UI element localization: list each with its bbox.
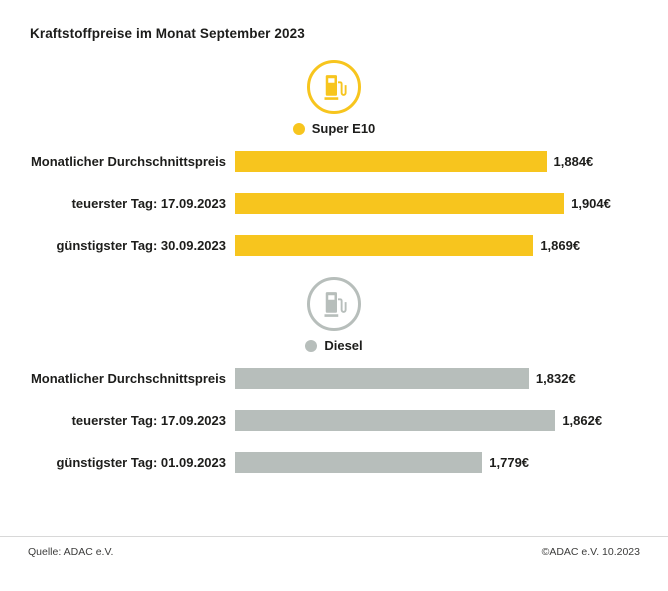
legend-super-e10: Super E10 bbox=[0, 121, 668, 136]
bar-row: teuerster Tag: 17.09.2023 1,862€ bbox=[30, 410, 638, 431]
page-title: Kraftstoffpreise im Monat September 2023 bbox=[30, 26, 305, 41]
bar-track: 1,832€ bbox=[235, 368, 587, 389]
bar-value: 1,862€ bbox=[562, 413, 603, 428]
bar-track: 1,862€ bbox=[235, 410, 602, 431]
bar-label: günstigster Tag: 01.09.2023 bbox=[56, 455, 226, 470]
fuel-pump-icon bbox=[307, 277, 361, 331]
legend-dot bbox=[292, 122, 305, 135]
bar-row: Monatlicher Durchschnittspreis 1,884€ bbox=[30, 151, 638, 172]
legend-diesel: Diesel bbox=[0, 338, 668, 353]
bar-track: 1,779€ bbox=[235, 452, 587, 473]
fuel-pump-glyph bbox=[324, 75, 347, 100]
footer: Quelle: ADAC e.V. ©ADAC e.V. 10.2023 bbox=[0, 536, 668, 591]
bar bbox=[235, 151, 547, 172]
bar-row: Monatlicher Durchschnittspreis 1,832€ bbox=[30, 368, 638, 389]
bar-label: Monatlicher Durchschnittspreis bbox=[30, 154, 226, 169]
bar-rows-diesel: Monatlicher Durchschnittspreis 1,832€ te… bbox=[30, 368, 638, 473]
bar-row: günstigster Tag: 01.09.2023 1,779€ bbox=[30, 452, 638, 473]
bar-value: 1,779€ bbox=[489, 455, 530, 470]
bar bbox=[235, 410, 556, 431]
legend-dot bbox=[305, 339, 318, 352]
bar-row: teuerster Tag: 17.09.2023 1,904€ bbox=[30, 193, 638, 214]
bar bbox=[235, 368, 529, 389]
bar-value: 1,884€ bbox=[553, 154, 594, 169]
legend-label: Diesel bbox=[324, 338, 363, 353]
section-diesel: Diesel Monatlicher Durchschnittspreis 1,… bbox=[0, 277, 668, 473]
bar-row: günstigster Tag: 30.09.2023 1,869€ bbox=[30, 235, 638, 256]
bar-label: Monatlicher Durchschnittspreis bbox=[30, 371, 226, 386]
bar-value: 1,832€ bbox=[535, 371, 576, 386]
section-super-e10: Super E10 Monatlicher Durchschnittspreis… bbox=[0, 60, 668, 256]
footer-copyright: ©ADAC e.V. 10.2023 bbox=[541, 546, 640, 558]
bar-label: teuerster Tag: 17.09.2023 bbox=[71, 196, 226, 211]
legend-label: Super E10 bbox=[311, 121, 376, 136]
bar-rows-super-e10: Monatlicher Durchschnittspreis 1,884€ te… bbox=[30, 151, 638, 256]
bar-value: 1,869€ bbox=[540, 238, 581, 253]
footer-source: Quelle: ADAC e.V. bbox=[28, 546, 114, 558]
bar-track: 1,869€ bbox=[235, 235, 587, 256]
chart-content: Super E10 Monatlicher Durchschnittspreis… bbox=[0, 52, 668, 494]
bar-track: 1,904€ bbox=[235, 193, 611, 214]
bar bbox=[235, 235, 534, 256]
bar bbox=[235, 452, 483, 473]
bar-track: 1,884€ bbox=[235, 151, 593, 172]
bar-label: günstigster Tag: 30.09.2023 bbox=[56, 238, 226, 253]
fuel-pump-glyph bbox=[324, 292, 347, 317]
fuel-pump-icon bbox=[307, 60, 361, 114]
bar-label: teuerster Tag: 17.09.2023 bbox=[71, 413, 226, 428]
bar bbox=[235, 193, 565, 214]
bar-value: 1,904€ bbox=[571, 196, 611, 211]
